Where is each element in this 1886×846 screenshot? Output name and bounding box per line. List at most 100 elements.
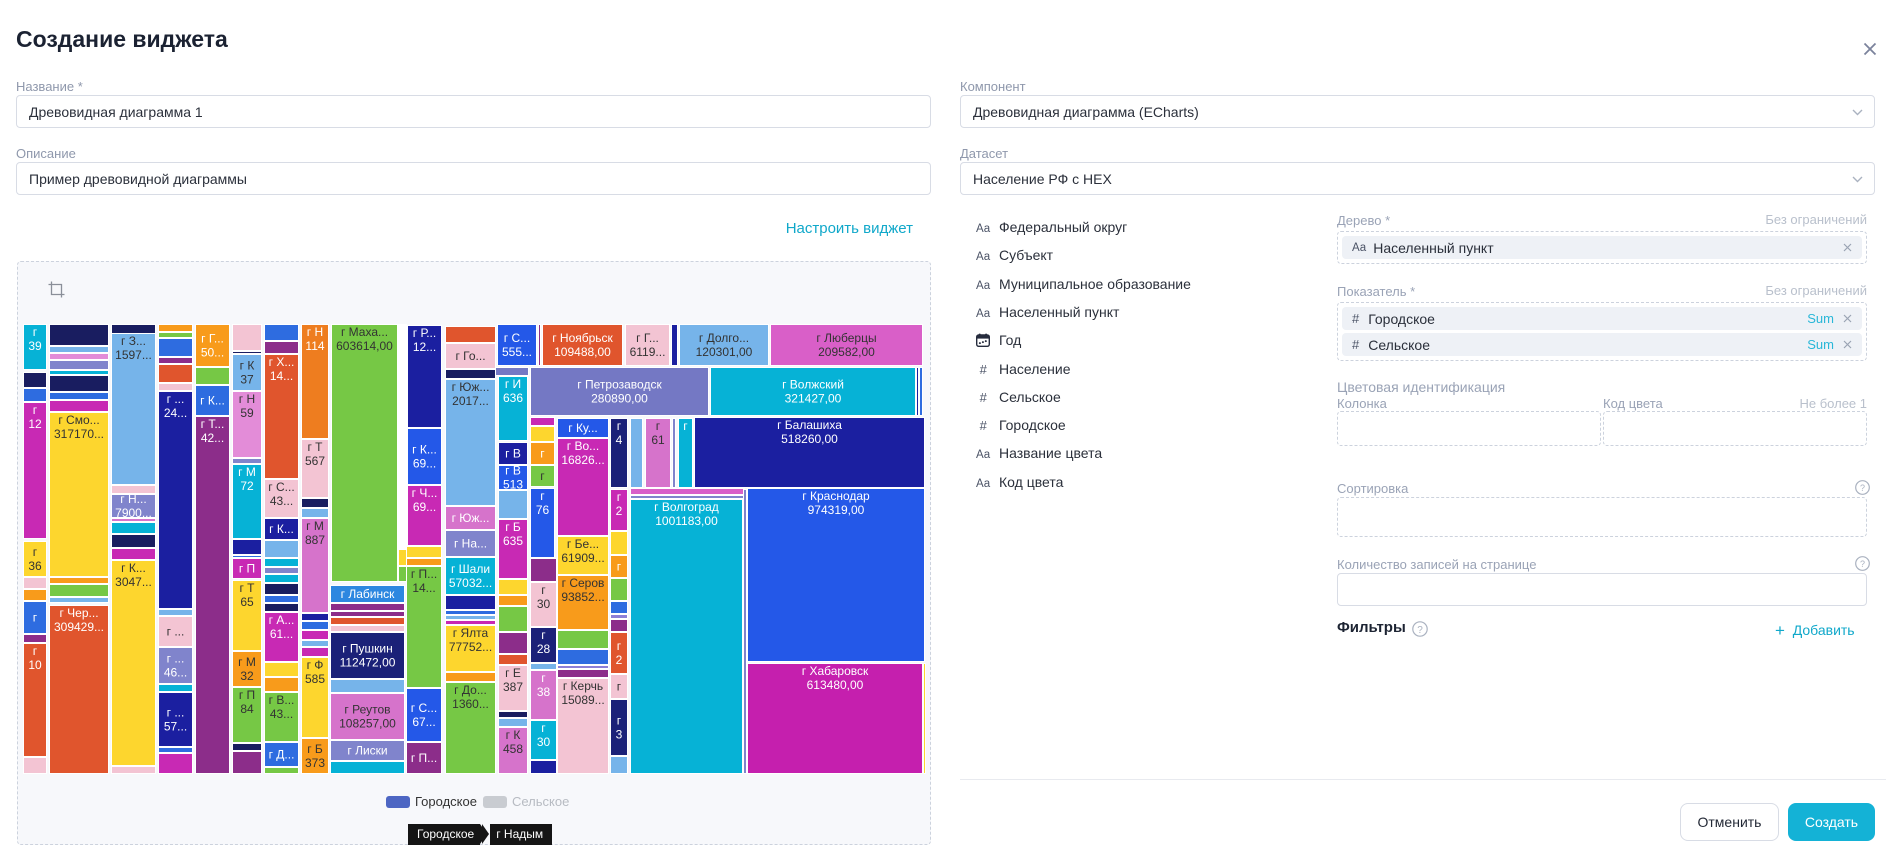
svg-text:г: г [617, 714, 622, 728]
svg-text:г Люберцы: г Люберцы [816, 331, 876, 345]
svg-text:г Реутов: г Реутов [344, 703, 390, 717]
svg-text:513: 513 [503, 478, 523, 492]
svg-text:555...: 555... [502, 345, 532, 359]
svg-text:г Д...: г Д... [269, 748, 295, 762]
svg-text:г В...: г В... [269, 693, 295, 707]
svg-text:518260,00: 518260,00 [781, 432, 838, 446]
svg-text:г Н...: г Н... [120, 492, 146, 506]
svg-text:37: 37 [240, 373, 254, 387]
svg-text:г ...: г ... [167, 392, 185, 406]
svg-text:г З...: г З... [121, 334, 146, 348]
svg-text:887: 887 [305, 533, 325, 547]
svg-text:30: 30 [537, 597, 551, 611]
svg-text:г А...: г А... [269, 613, 295, 627]
svg-text:г Ноябрьск: г Ноябрьск [552, 331, 613, 345]
svg-text:38: 38 [537, 685, 551, 699]
svg-text:г: г [541, 628, 546, 642]
svg-text:г: г [541, 583, 546, 597]
svg-text:г Краснодар: г Краснодар [802, 489, 870, 503]
svg-text:46...: 46... [164, 666, 187, 680]
svg-text:г: г [541, 721, 546, 735]
svg-text:г: г [617, 639, 622, 653]
svg-text:69...: 69... [413, 457, 436, 471]
svg-text:г С...: г С... [411, 701, 437, 715]
svg-text:120301,00: 120301,00 [696, 345, 753, 359]
svg-text:г Долго...: г Долго... [699, 331, 749, 345]
svg-text:458: 458 [503, 742, 523, 756]
svg-text:61909...: 61909... [561, 551, 604, 565]
svg-text:7900...: 7900... [115, 506, 152, 520]
svg-text:84: 84 [240, 702, 254, 716]
svg-text:12...: 12... [413, 340, 436, 354]
svg-text:г ...: г ... [167, 706, 185, 720]
svg-text:г: г [683, 419, 688, 433]
svg-text:г Ялта: г Ялта [453, 626, 489, 640]
svg-text:3: 3 [616, 728, 623, 742]
svg-text:603614,00: 603614,00 [336, 339, 393, 353]
svg-text:57032...: 57032... [449, 576, 492, 590]
svg-text:2: 2 [616, 504, 623, 518]
svg-text:г Го...: г Го... [455, 349, 485, 363]
svg-text:974319,00: 974319,00 [808, 503, 865, 517]
svg-text:39: 39 [28, 339, 42, 353]
svg-text:г К...: г К... [269, 522, 294, 536]
svg-text:?: ? [1860, 483, 1865, 493]
svg-text:12: 12 [28, 417, 42, 431]
svg-text:?: ? [1417, 625, 1423, 636]
svg-text:76: 76 [536, 503, 550, 517]
svg-text:30: 30 [537, 735, 551, 749]
svg-text:109488,00: 109488,00 [554, 345, 611, 359]
svg-text:36: 36 [28, 559, 42, 573]
svg-text:636: 636 [503, 391, 523, 405]
svg-text:317170...: 317170... [54, 427, 104, 441]
svg-text:г П...: г П... [411, 567, 437, 581]
svg-text:65: 65 [240, 595, 254, 609]
svg-text:72: 72 [240, 479, 254, 493]
svg-text:г К: г К [240, 359, 255, 373]
svg-text:387: 387 [503, 680, 523, 694]
svg-text:42...: 42... [201, 431, 224, 445]
svg-text:г В: г В [505, 447, 521, 461]
svg-text:г ...: г ... [167, 652, 185, 666]
svg-text:г: г [33, 325, 38, 339]
svg-text:10: 10 [28, 658, 42, 672]
svg-text:г Р...: г Р... [413, 326, 436, 340]
svg-text:г Ку...: г Ку... [568, 421, 598, 435]
svg-text:2017...: 2017... [452, 394, 489, 408]
svg-text:г Юж...: г Юж... [452, 380, 490, 394]
svg-text:г Т: г Т [307, 440, 323, 454]
svg-text:г К...: г К... [200, 394, 225, 408]
svg-text:3047...: 3047... [115, 575, 152, 589]
svg-text:г На...: г На... [454, 537, 487, 551]
svg-text:г Маха...: г Маха... [341, 325, 388, 339]
svg-text:613480,00: 613480,00 [807, 678, 864, 692]
svg-text:г Н: г Н [307, 325, 323, 339]
svg-text:г Во...: г Во... [567, 439, 599, 453]
svg-text:г: г [617, 560, 622, 574]
svg-text:г: г [540, 489, 545, 503]
svg-text:г: г [33, 403, 38, 417]
svg-text:14...: 14... [412, 581, 435, 595]
svg-text:г Керчь: г Керчь [563, 679, 603, 693]
svg-text:г: г [656, 419, 661, 433]
svg-text:15089...: 15089... [561, 693, 604, 707]
svg-text:г До...: г До... [454, 683, 487, 697]
svg-text:г С...: г С... [504, 331, 530, 345]
svg-text:г Б: г Б [307, 742, 323, 756]
svg-text:г Б: г Б [505, 520, 521, 534]
svg-text:г Лабинск: г Лабинск [341, 587, 395, 601]
svg-text:28: 28 [537, 642, 551, 656]
svg-text:г М: г М [238, 465, 256, 479]
svg-text:г: г [33, 611, 38, 625]
svg-text:г: г [540, 447, 545, 461]
svg-text:г С...: г С... [268, 480, 294, 494]
svg-text:г К: г К [506, 728, 521, 742]
svg-text:43...: 43... [270, 494, 293, 508]
svg-text:г Волжский: г Волжский [782, 378, 844, 392]
svg-text:г: г [33, 644, 38, 658]
svg-text:635: 635 [503, 534, 523, 548]
svg-text:г И: г И [505, 377, 521, 391]
svg-text:г В: г В [505, 464, 521, 478]
svg-text:585: 585 [305, 672, 325, 686]
svg-text:1597...: 1597... [115, 348, 152, 362]
